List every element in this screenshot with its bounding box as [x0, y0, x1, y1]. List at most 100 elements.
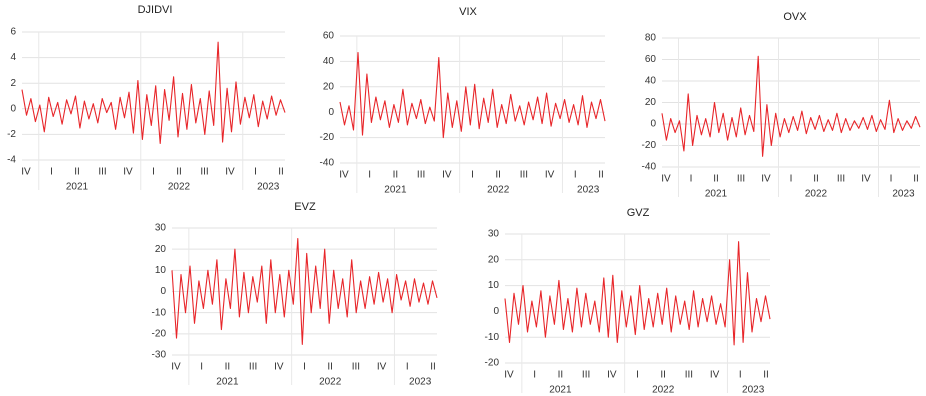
y-tick-label: -20: [320, 132, 335, 143]
y-tick-label: -2: [7, 129, 16, 140]
y-tick-label: 80: [645, 33, 657, 44]
x-tick-label: IV: [607, 370, 617, 381]
x-tick-label: II: [278, 167, 284, 178]
chart-title: VIX: [459, 6, 477, 18]
x-tick-label: II: [176, 167, 182, 178]
y-tick-label: 30: [488, 229, 500, 240]
x-tick-label: II: [558, 370, 564, 381]
y-tick-label: 10: [488, 280, 500, 291]
x-year-label: 2021: [66, 182, 89, 193]
x-tick-label: IV: [504, 370, 514, 381]
x-tick-label: II: [660, 370, 666, 381]
x-tick-label: IV: [710, 370, 720, 381]
y-tick-label: -20: [485, 358, 500, 369]
y-tick-label: 20: [645, 97, 657, 108]
y-tick-label: 60: [323, 31, 335, 42]
x-year-label: 2023: [257, 182, 280, 193]
y-tick-label: 40: [645, 76, 657, 87]
x-tick-label: II: [813, 174, 819, 185]
y-tick-label: 10: [155, 265, 167, 276]
x-tick-label: II: [598, 170, 604, 181]
x-tick-label: IV: [339, 170, 349, 181]
y-tick-label: -40: [642, 162, 657, 173]
x-tick-label: III: [837, 174, 845, 185]
x-year-label: 2021: [705, 189, 728, 200]
x-tick-label: I: [533, 370, 536, 381]
y-tick-label: 40: [323, 56, 335, 67]
y-tick-label: 0: [650, 119, 656, 130]
x-tick-label: IV: [661, 174, 671, 185]
x-tick-label: II: [495, 170, 501, 181]
x-tick-label: III: [582, 370, 590, 381]
x-year-label: 2022: [319, 377, 342, 388]
y-tick-label: -30: [152, 350, 167, 361]
y-tick-label: 20: [323, 81, 335, 92]
series-line: [661, 55, 921, 157]
x-tick-label: IV: [274, 362, 284, 373]
x-tick-label: IV: [171, 362, 181, 373]
y-tick-label: 0: [493, 306, 499, 317]
x-tick-label: II: [74, 167, 80, 178]
x-tick-label: I: [739, 370, 742, 381]
x-tick-label: III: [520, 170, 528, 181]
x-tick-label: IV: [545, 170, 555, 181]
x-tick-label: I: [368, 170, 371, 181]
y-tick-label: -4: [7, 155, 16, 166]
y-tick-label: 0: [328, 107, 334, 118]
x-year-label: 2023: [577, 185, 600, 196]
series-line: [339, 51, 606, 139]
x-tick-label: I: [200, 362, 203, 373]
y-tick-label: 20: [488, 254, 500, 265]
series-line: [21, 41, 286, 144]
series-line: [171, 238, 438, 345]
x-tick-label: II: [763, 370, 769, 381]
x-year-label: 2021: [549, 385, 572, 396]
x-tick-label: III: [352, 362, 360, 373]
y-tick-label: 60: [645, 54, 657, 65]
x-tick-label: I: [471, 170, 474, 181]
x-tick-label: I: [690, 174, 693, 185]
x-tick-label: II: [393, 170, 399, 181]
y-tick-label: 0: [10, 103, 16, 114]
y-tick-label: 30: [155, 223, 167, 234]
x-tick-label: III: [98, 167, 106, 178]
x-year-label: 2022: [652, 385, 675, 396]
x-tick-label: II: [327, 362, 333, 373]
x-year-label: 2023: [409, 377, 432, 388]
y-tick-label: -40: [320, 158, 335, 169]
y-tick-label: -20: [152, 328, 167, 339]
chart-title: OVX: [783, 11, 807, 23]
x-tick-label: III: [249, 362, 257, 373]
x-tick-label: IV: [761, 174, 771, 185]
y-tick-label: 20: [155, 244, 167, 255]
y-tick-label: -20: [642, 140, 657, 151]
x-year-label: 2021: [216, 377, 239, 388]
x-tick-label: I: [574, 170, 577, 181]
x-tick-label: II: [913, 174, 919, 185]
y-tick-label: -10: [485, 332, 500, 343]
x-year-label: 2021: [384, 185, 407, 196]
x-tick-label: I: [254, 167, 257, 178]
chart-title: DJIDVI: [138, 4, 173, 16]
series-line: [504, 241, 771, 346]
x-tick-label: III: [417, 170, 425, 181]
x-tick-label: IV: [21, 167, 31, 178]
x-tick-label: II: [430, 362, 436, 373]
x-tick-label: IV: [377, 362, 387, 373]
x-tick-label: II: [713, 174, 719, 185]
x-tick-label: IV: [123, 167, 133, 178]
x-tick-label: I: [303, 362, 306, 373]
x-tick-label: III: [685, 370, 693, 381]
y-tick-label: 6: [10, 27, 16, 38]
x-tick-label: I: [406, 362, 409, 373]
x-tick-label: II: [225, 362, 231, 373]
y-tick-label: 2: [10, 78, 16, 89]
x-tick-label: IV: [442, 170, 452, 181]
x-tick-label: I: [50, 167, 53, 178]
y-tick-label: 0: [160, 286, 166, 297]
x-year-label: 2022: [168, 182, 191, 193]
chart-title: EVZ: [294, 201, 316, 213]
x-tick-label: I: [636, 370, 639, 381]
x-year-label: 2022: [487, 185, 510, 196]
